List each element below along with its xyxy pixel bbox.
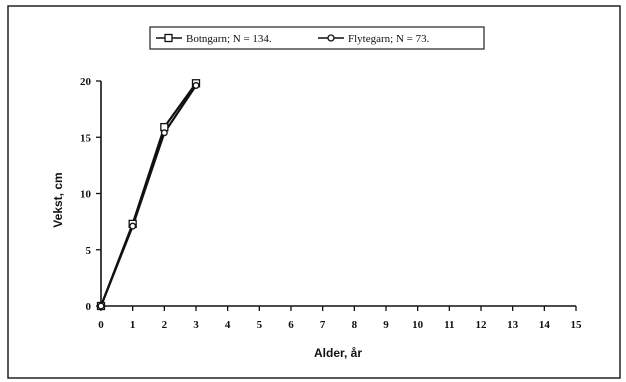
series-layer bbox=[96, 79, 201, 311]
x-tick-label: 3 bbox=[193, 319, 199, 331]
x-tick-label: 14 bbox=[539, 319, 551, 331]
x-tick-label: 1 bbox=[130, 319, 136, 331]
legend-entry-0: Botngarn; N = 134. bbox=[156, 33, 272, 45]
chart-frame bbox=[7, 5, 621, 379]
data-point-circle bbox=[97, 302, 105, 310]
y-tick-label: 15 bbox=[80, 132, 92, 144]
y-tick-label: 0 bbox=[86, 301, 92, 313]
x-tick-label: 4 bbox=[225, 319, 231, 331]
series-line-1 bbox=[99, 84, 197, 307]
legend: Botngarn; N = 134. Flytegarn; N = 73. bbox=[149, 26, 485, 50]
y-tick-label: 20 bbox=[80, 76, 92, 88]
legend-box bbox=[149, 26, 485, 50]
legend-label-0: Botngarn; N = 134. bbox=[186, 33, 272, 45]
data-point-circle bbox=[192, 82, 200, 89]
x-tick-label: 7 bbox=[320, 319, 326, 331]
x-tick-label: 13 bbox=[507, 319, 519, 331]
y-axis-title: Vekst, cm bbox=[51, 172, 65, 227]
x-tick-label: 0 bbox=[98, 319, 104, 331]
x-tick-label: 11 bbox=[444, 319, 454, 331]
x-tick-label: 8 bbox=[352, 319, 358, 331]
x-tick-label: 6 bbox=[288, 319, 294, 331]
y-tick-label: 5 bbox=[86, 245, 92, 257]
data-point-circle bbox=[160, 129, 168, 137]
x-ticks: 0 1 2 3 4 5 6 7 8 9 10 11 12 13 14 15 bbox=[98, 306, 582, 331]
legend-label-1: Flytegarn; N = 73. bbox=[348, 33, 430, 45]
x-tick-label: 9 bbox=[383, 319, 389, 331]
y-tick-label: 10 bbox=[80, 189, 92, 201]
legend-entry-1: Flytegarn; N = 73. bbox=[318, 33, 430, 45]
x-tick-label: 15 bbox=[571, 319, 583, 331]
x-tick-label: 5 bbox=[257, 319, 263, 331]
legend-marker-square bbox=[164, 33, 173, 43]
legend-marker-circle bbox=[327, 34, 335, 42]
x-tick-label: 2 bbox=[162, 319, 168, 331]
x-axis-title: Alder, år bbox=[314, 346, 362, 360]
data-point-circle bbox=[129, 222, 137, 230]
x-tick-label: 10 bbox=[412, 319, 424, 331]
x-tick-label: 12 bbox=[476, 319, 488, 331]
